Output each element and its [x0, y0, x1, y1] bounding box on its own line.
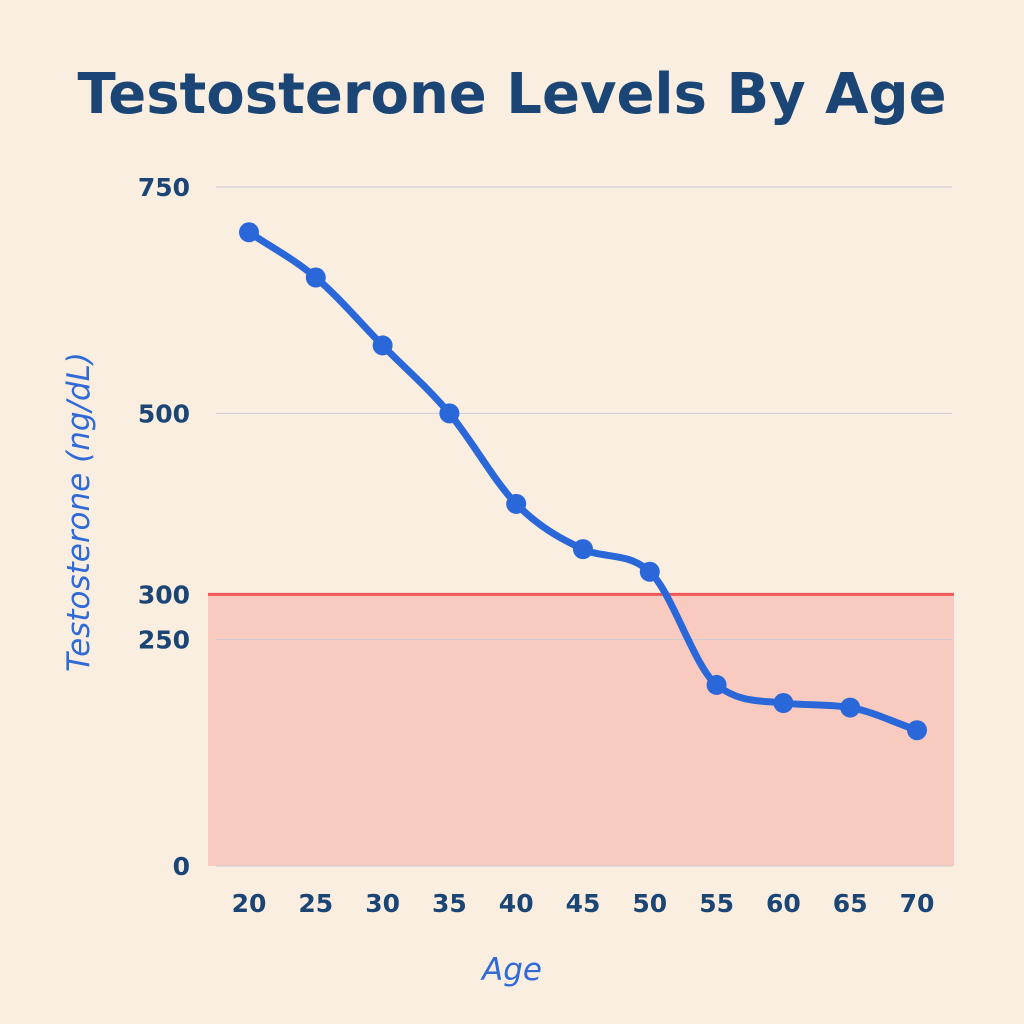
- data-point-30: [372, 335, 393, 356]
- x-tick-label-40: 40: [499, 889, 534, 918]
- x-tick-label-55: 55: [699, 889, 734, 918]
- data-point-50: [639, 561, 660, 582]
- x-tick-label-35: 35: [432, 889, 467, 918]
- data-point-40: [506, 493, 527, 514]
- data-point-25: [305, 267, 326, 288]
- threshold-band: [208, 594, 954, 866]
- x-tick-label-60: 60: [766, 889, 801, 918]
- data-point-20: [239, 222, 259, 243]
- y-tick-label-250: 250: [138, 626, 190, 655]
- data-point-65: [840, 697, 861, 718]
- y-tick-label-750: 750: [138, 173, 190, 202]
- x-tick-label-25: 25: [298, 889, 333, 918]
- y-tick-label-0: 0: [173, 852, 190, 881]
- chart-title: Testosterone Levels By Age: [77, 62, 947, 127]
- data-point-55: [706, 674, 727, 695]
- x-tick-label-45: 45: [566, 889, 601, 918]
- y-axis-title: Testosterone (ng/dL): [61, 352, 97, 672]
- x-tick-label-30: 30: [365, 889, 400, 918]
- y-tick-label-300: 300: [138, 580, 190, 609]
- data-point-35: [439, 403, 460, 424]
- data-point-60: [773, 693, 794, 714]
- x-axis-title: Age: [480, 952, 542, 988]
- y-tick-label-500: 500: [138, 399, 190, 428]
- data-point-45: [573, 539, 593, 560]
- data-point-70: [907, 720, 927, 741]
- x-tick-label-70: 70: [900, 889, 935, 918]
- x-tick-label-65: 65: [833, 889, 868, 918]
- x-tick-label-20: 20: [232, 889, 267, 918]
- x-tick-label-50: 50: [632, 889, 667, 918]
